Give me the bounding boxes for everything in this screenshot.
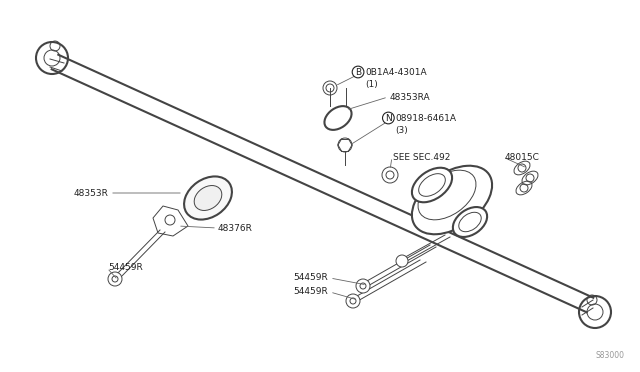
- Ellipse shape: [194, 186, 222, 211]
- Text: 48015C: 48015C: [505, 153, 540, 161]
- Text: 54459R: 54459R: [108, 263, 143, 273]
- Text: (3): (3): [395, 125, 408, 135]
- Circle shape: [356, 279, 370, 293]
- Text: B: B: [355, 67, 361, 77]
- Text: S83000: S83000: [596, 351, 625, 360]
- Text: 54459R: 54459R: [293, 273, 328, 282]
- Ellipse shape: [412, 166, 492, 234]
- Circle shape: [108, 272, 122, 286]
- Ellipse shape: [453, 207, 487, 237]
- Circle shape: [346, 294, 360, 308]
- Text: SEE SEC.492: SEE SEC.492: [393, 153, 451, 161]
- Ellipse shape: [324, 106, 351, 130]
- Text: 48353R: 48353R: [73, 189, 108, 198]
- Text: 48376R: 48376R: [218, 224, 253, 232]
- Ellipse shape: [184, 176, 232, 219]
- Circle shape: [396, 255, 408, 267]
- Text: N: N: [385, 113, 392, 122]
- Text: 48353RA: 48353RA: [390, 93, 431, 102]
- Text: (1): (1): [365, 80, 378, 89]
- Text: 08918-6461A: 08918-6461A: [395, 113, 456, 122]
- Text: B: B: [355, 67, 361, 77]
- Ellipse shape: [412, 168, 452, 202]
- Text: 0B1A4-4301A: 0B1A4-4301A: [365, 67, 427, 77]
- Circle shape: [382, 167, 398, 183]
- Text: 54459R: 54459R: [293, 288, 328, 296]
- Ellipse shape: [418, 170, 476, 220]
